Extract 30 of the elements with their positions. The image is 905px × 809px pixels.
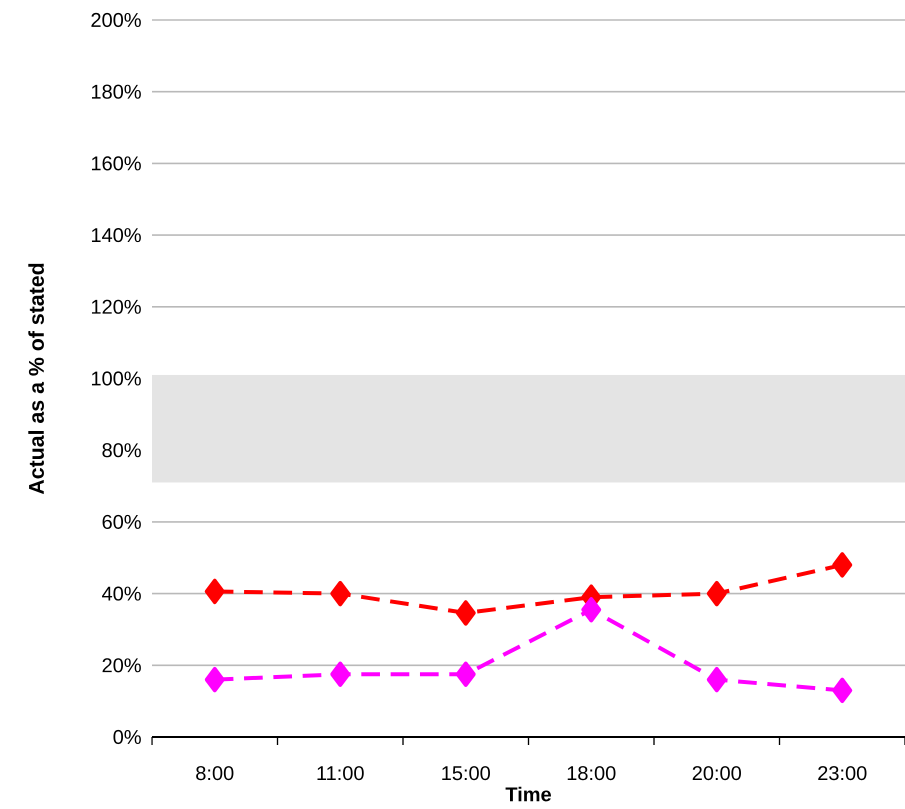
y-tick-label: 160% — [92, 156, 141, 170]
x-tick-label: 20:00 — [692, 766, 741, 780]
point — [456, 662, 476, 687]
x-tick-label: 23:00 — [818, 766, 866, 780]
point — [706, 580, 727, 606]
y-tick-label: 200% — [91, 12, 141, 28]
point — [456, 600, 476, 626]
y-tick-label: 120% — [92, 300, 141, 314]
x-axis-title: Time — [506, 786, 551, 802]
point — [330, 662, 350, 687]
y-tick-label: 180% — [92, 84, 141, 99]
point — [832, 678, 852, 704]
y-tick-label: 20% — [102, 658, 141, 672]
y-tick-label: 140% — [92, 228, 141, 242]
y-tick-label: 100% — [92, 371, 141, 386]
y-tick-label: 80% — [102, 443, 141, 458]
point — [204, 578, 225, 604]
point — [204, 666, 225, 692]
point — [330, 580, 350, 606]
x-tick-label: 18:00 — [568, 766, 616, 780]
x-tick-label: 8:00 — [196, 766, 234, 780]
y-tick-label: 40% — [102, 586, 141, 601]
y-axis-title: Actual as a % of stated — [28, 264, 44, 494]
point — [581, 597, 602, 622]
point — [832, 552, 852, 578]
y-tick-label: 60% — [102, 514, 141, 529]
point — [706, 666, 727, 692]
y-tick-label: 0% — [113, 730, 141, 744]
x-tick-label: 15:00 — [442, 766, 490, 780]
x-tick-label: 11:00 — [317, 766, 364, 780]
